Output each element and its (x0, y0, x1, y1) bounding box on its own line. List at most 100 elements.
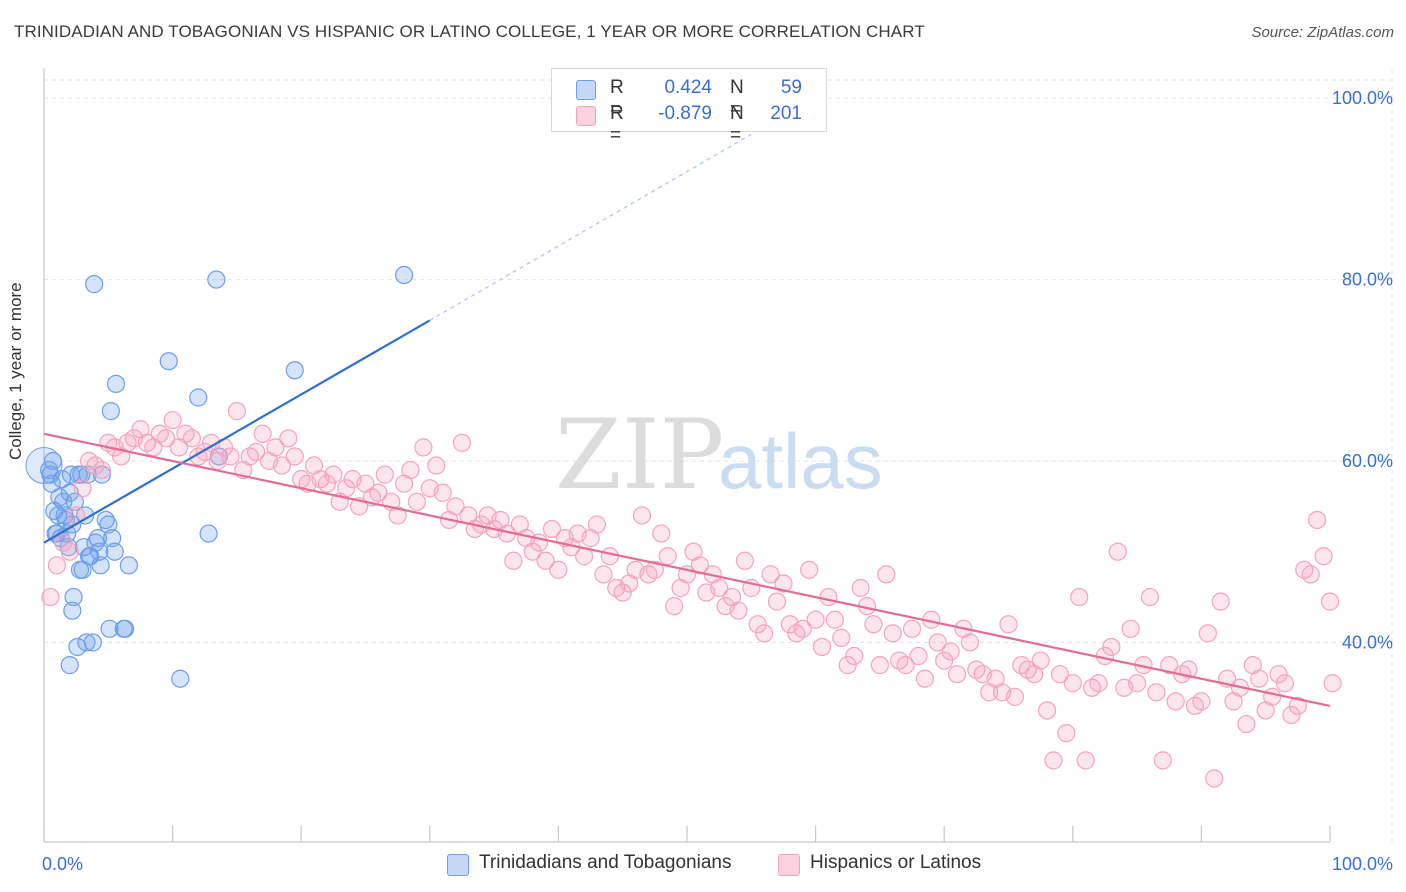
hispanic-point (1237, 714, 1256, 734)
hispanic-point (427, 456, 446, 475)
hispanic-point (883, 624, 902, 643)
trinidadian-point (105, 542, 124, 561)
hispanic-point (877, 565, 896, 584)
hispanic-point (735, 551, 754, 570)
trinidadian-point (171, 669, 190, 688)
trinidadian-point (65, 492, 84, 511)
hispanic-point (1275, 674, 1295, 693)
hispanic-point (632, 506, 652, 525)
trinidadian-point (52, 470, 72, 489)
legend-label-hispanic: Hispanics or Latinos (810, 852, 982, 873)
hispanic-point (388, 506, 407, 525)
r-label: R = (610, 77, 624, 120)
hispanic-point (41, 587, 60, 607)
hispanic-point (999, 615, 1018, 634)
trinidadian-point (25, 447, 63, 485)
hispanic-point (324, 465, 343, 484)
n-value: 201 (770, 103, 802, 124)
trinidadian-point (285, 361, 304, 380)
trinidadian-point (99, 515, 118, 534)
hispanic-point (1314, 547, 1333, 566)
hispanic-point (279, 429, 298, 448)
trinidadian-point (64, 587, 83, 607)
trinidadian-point (85, 275, 104, 294)
hispanic-point (227, 402, 246, 421)
hispanic-point (1057, 724, 1076, 743)
y-tick-label: 100.0% (1332, 88, 1393, 108)
hispanic-point (928, 633, 947, 652)
hispanic-point (658, 547, 677, 566)
trinidadian-point (63, 601, 82, 620)
hispanic-point (1127, 674, 1147, 693)
trinidadian-point (90, 542, 109, 561)
hispanic-point (542, 519, 562, 539)
hispanic-point (401, 460, 420, 480)
hispanic-point (375, 465, 394, 484)
hispanic-point (163, 411, 182, 430)
trinidadian-point (199, 524, 218, 543)
trinidadian-point (77, 633, 96, 652)
y-tick-label: 60.0% (1342, 451, 1393, 471)
hispanic-point (748, 615, 767, 634)
chart-title: TRINIDADIAN AND TOBAGONIAN VS HISPANIC O… (14, 22, 925, 41)
watermark-atlas: atlas (718, 417, 883, 505)
trinidadian-point (41, 465, 60, 484)
hispanic-point (1166, 692, 1185, 711)
hispanic-point (414, 438, 433, 457)
y-tick-label: 40.0% (1342, 632, 1393, 652)
stats-box: R = 0.424 N = 59 R = -0.879 N = 201 (551, 68, 827, 146)
n-label: N = (730, 77, 744, 120)
hispanic-point (600, 547, 619, 566)
hispanic-point (825, 610, 844, 629)
hispanic-point (272, 456, 292, 475)
hispanic-point (729, 601, 748, 620)
hispanic-point (690, 556, 709, 575)
series-trinidadian-points (25, 265, 414, 688)
n-label: N = (730, 103, 744, 146)
hispanic-point (832, 628, 851, 647)
watermark: ZIP atlas (555, 399, 883, 511)
trinidadian-point (394, 265, 414, 285)
hispanic-point (60, 542, 79, 561)
hispanic-point (1211, 592, 1230, 611)
y-tick-label: 80.0% (1342, 270, 1393, 290)
hispanic-point (1308, 510, 1327, 530)
hispanic-point (774, 574, 793, 593)
trinidadian-point (69, 465, 88, 484)
hispanic-point (433, 483, 452, 502)
r-value: 0.424 (664, 77, 712, 98)
n-value: 59 (780, 77, 802, 98)
hispanic-point (317, 474, 337, 493)
hispanic-point (864, 615, 883, 634)
trinidadian-point (91, 556, 110, 575)
trend-line-trinidadian (43, 319, 431, 544)
hispanic-point (1005, 687, 1025, 706)
hispanic-point (1192, 692, 1211, 711)
hispanic-point (92, 460, 111, 480)
hispanic-point (1147, 683, 1166, 702)
tick-labels: 40.0% 60.0% 80.0% 100.0% 0.0% 100.0% (42, 88, 1393, 874)
trinidadian-point (115, 619, 135, 638)
hispanic-point (1070, 587, 1089, 607)
hispanic-point (1282, 705, 1301, 725)
hispanic-point (613, 583, 632, 602)
hispanic-point (549, 560, 568, 579)
trinidadian-point (207, 270, 226, 289)
legend-label-trinidadian: Trinidadians and Tobagonians (479, 852, 732, 873)
hispanic-point (73, 479, 92, 498)
hispanic-point (902, 619, 922, 638)
hispanic-point (755, 624, 774, 643)
hispanic-point (285, 447, 304, 466)
watermark-zip: ZIP (555, 399, 724, 511)
hispanic-point (806, 610, 825, 629)
hispanic-point (896, 656, 915, 675)
x-tick-label: 100.0% (1332, 854, 1393, 874)
hispanic-point (1288, 696, 1307, 716)
trend-lines (43, 133, 1331, 708)
hispanic-point (1323, 674, 1342, 693)
hispanic-point (247, 442, 266, 462)
trinidadian-point (119, 556, 138, 575)
hispanic-point (407, 492, 427, 511)
hispanic-point (1089, 674, 1108, 693)
r-label: R = (610, 103, 624, 146)
